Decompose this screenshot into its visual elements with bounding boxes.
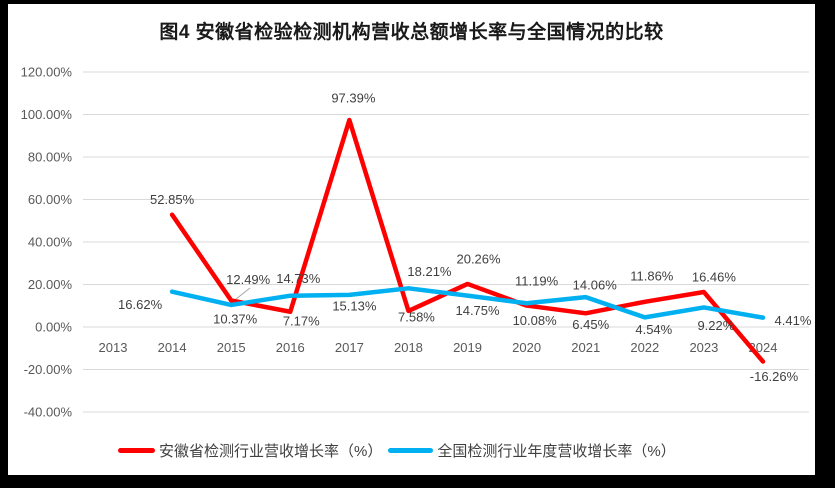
anhui-data-label: 11.86% bbox=[630, 268, 674, 283]
anhui-data-label: 12.49% bbox=[226, 272, 271, 287]
anhui-data-label: 16.46% bbox=[692, 270, 737, 285]
anhui-data-label: -16.26% bbox=[750, 369, 799, 384]
x-axis-label: 2023 bbox=[689, 340, 718, 355]
legend-item-national[interactable]: 全国检测行业年度营收增长率（%） bbox=[388, 440, 676, 461]
legend-label-anhui: 安徽省检测行业营收增长率（%） bbox=[159, 443, 383, 460]
legend-label-national: 全国检测行业年度营收增长率（%） bbox=[437, 443, 676, 460]
national-data-label: 16.62% bbox=[118, 297, 163, 312]
y-axis-label: 20.00% bbox=[28, 277, 73, 292]
y-axis-label: 60.00% bbox=[28, 192, 73, 207]
national-data-label: 15.13% bbox=[332, 298, 377, 313]
x-axis-label: 2019 bbox=[453, 340, 482, 355]
x-axis-label: 2022 bbox=[630, 340, 659, 355]
anhui-data-label: 7.17% bbox=[283, 313, 320, 328]
national-data-label: 14.73% bbox=[276, 271, 321, 286]
leader-line bbox=[235, 287, 251, 300]
national-series-line[interactable] bbox=[169, 286, 766, 320]
national-data-label: 14.75% bbox=[455, 303, 500, 318]
x-axis-label: 2016 bbox=[276, 340, 305, 355]
chart-title: 图4 安徽省检验检测机构营收总额增长率与全国情况的比较 bbox=[159, 22, 664, 43]
anhui-data-label: 52.85% bbox=[150, 192, 195, 207]
y-axis-label: 120.00% bbox=[21, 65, 73, 80]
national-data-label: 9.22% bbox=[697, 318, 734, 333]
x-axis-label: 2021 bbox=[571, 340, 600, 355]
x-axis-label: 2013 bbox=[99, 340, 128, 355]
national-data-label: 18.21% bbox=[407, 264, 452, 279]
legend-item-anhui[interactable]: 安徽省检测行业营收增长率（%） bbox=[118, 440, 382, 461]
anhui-data-label: 6.45% bbox=[572, 317, 609, 332]
x-axis-label: 2014 bbox=[158, 340, 187, 355]
x-axis-label: 2020 bbox=[512, 340, 541, 355]
national-data-label: 14.06% bbox=[573, 278, 618, 293]
anhui-data-label: 20.26% bbox=[456, 251, 501, 266]
x-axis-label: 2018 bbox=[394, 340, 423, 355]
national-data-label: 11.19% bbox=[515, 274, 559, 289]
y-axis-label: -40.00% bbox=[24, 405, 73, 420]
y-axis-label: 100.00% bbox=[21, 107, 73, 122]
y-axis-label: 0.00% bbox=[35, 320, 72, 335]
legend: 安徽省检测行业营收增长率（%） 全国检测行业年度营收增长率（%） bbox=[118, 440, 676, 461]
national-data-label: 4.54% bbox=[635, 322, 672, 337]
national-line-swatch bbox=[388, 448, 434, 453]
plot-area: 120.00% 100.00% 80.00% 60.00% 40.00% 20.00% 0.… bbox=[21, 65, 812, 420]
anhui-data-label: 97.39% bbox=[331, 91, 376, 106]
anhui-series-line[interactable] bbox=[169, 117, 766, 364]
x-axis-label: 2017 bbox=[335, 340, 364, 355]
anhui-line-swatch bbox=[118, 448, 155, 453]
anhui-data-label: 10.08% bbox=[513, 313, 558, 328]
anhui-data-label: 7.58% bbox=[398, 309, 435, 324]
x-axis-label: 2015 bbox=[217, 340, 246, 355]
y-axis-label: 40.00% bbox=[28, 235, 73, 250]
national-data-label: 4.41% bbox=[775, 313, 812, 328]
y-axis-label: 80.00% bbox=[28, 150, 73, 165]
chart-canvas: 图4 安徽省检验检测机构营收总额增长率与全国情况的比较 120.00% 100.0… bbox=[8, 4, 815, 475]
y-axis-label: -20.00% bbox=[24, 362, 73, 377]
national-data-label: 10.37% bbox=[213, 311, 258, 326]
